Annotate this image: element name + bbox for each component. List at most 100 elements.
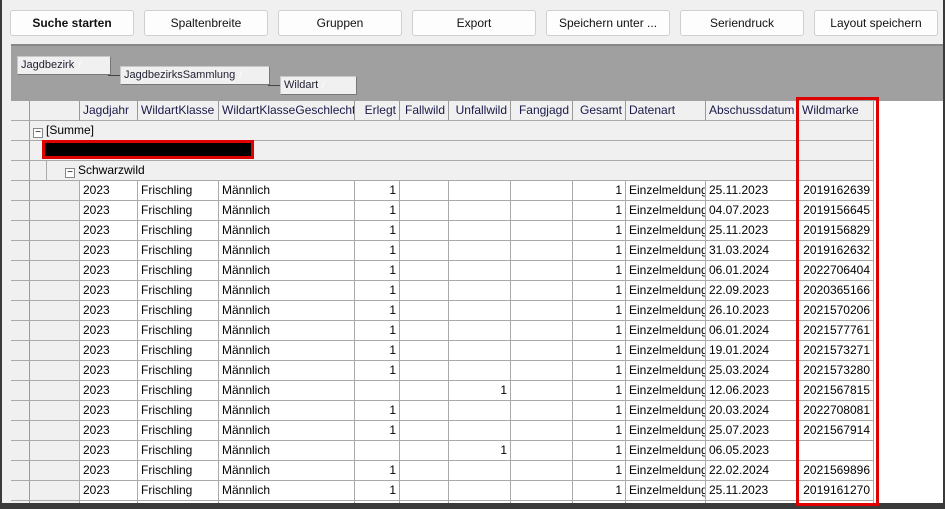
table-cell-fallwild[interactable]: [400, 221, 449, 241]
table-cell-abschussdatum[interactable]: 06.01.2024: [706, 261, 799, 281]
table-cell-wildmarke[interactable]: 2021567914: [799, 421, 874, 441]
table-cell-abschussdatum[interactable]: 14.06.2023: [706, 501, 799, 503]
table-cell-unfallwild[interactable]: 1: [449, 501, 511, 503]
table-cell-datenart[interactable]: Einzelmeldung: [626, 421, 706, 441]
table-cell-fangjagd[interactable]: [511, 481, 573, 501]
table-cell-datenart[interactable]: Einzelmeldung: [626, 461, 706, 481]
table-cell-fangjagd[interactable]: [511, 321, 573, 341]
row-selector[interactable]: [11, 221, 30, 241]
table-cell-erlegt[interactable]: 1: [355, 221, 400, 241]
table-cell-fangjagd[interactable]: [511, 441, 573, 461]
table-cell-fangjagd[interactable]: [511, 361, 573, 381]
table-cell-jagdjahr[interactable]: 2023: [80, 441, 138, 461]
table-cell-erlegt[interactable]: [355, 381, 400, 401]
table-cell-abschussdatum[interactable]: 31.03.2024: [706, 241, 799, 261]
table-cell-abschussdatum[interactable]: 04.07.2023: [706, 201, 799, 221]
table-cell-gesamt[interactable]: 1: [573, 221, 626, 241]
table-cell-unfallwild[interactable]: [449, 421, 511, 441]
table-cell-fallwild[interactable]: [400, 421, 449, 441]
groups-button[interactable]: Gruppen: [278, 10, 402, 36]
column-header-fallwild[interactable]: Fallwild: [400, 101, 449, 121]
table-cell-jagdjahr[interactable]: 2023: [80, 421, 138, 441]
table-cell-unfallwild[interactable]: [449, 261, 511, 281]
table-cell-abschussdatum[interactable]: 20.03.2024: [706, 401, 799, 421]
table-cell-unfallwild[interactable]: [449, 221, 511, 241]
table-cell-fallwild[interactable]: [400, 241, 449, 261]
table-cell-unfallwild[interactable]: [449, 341, 511, 361]
table-cell-erlegt[interactable]: 1: [355, 261, 400, 281]
table-cell-wildartklassegeschlecht[interactable]: Männlich: [219, 341, 355, 361]
table-cell-fangjagd[interactable]: [511, 201, 573, 221]
table-cell-wildartklassegeschlecht[interactable]: Männlich: [219, 321, 355, 341]
table-cell-erlegt[interactable]: 1: [355, 241, 400, 261]
table-cell-unfallwild[interactable]: [449, 181, 511, 201]
table-cell-erlegt[interactable]: 1: [355, 421, 400, 441]
table-cell-abschussdatum[interactable]: 22.09.2023: [706, 281, 799, 301]
table-cell-datenart[interactable]: Einzelmeldung: [626, 301, 706, 321]
row-selector[interactable]: [11, 141, 30, 161]
table-cell-fallwild[interactable]: [400, 401, 449, 421]
table-cell-unfallwild[interactable]: [449, 401, 511, 421]
table-cell-fallwild[interactable]: [400, 381, 449, 401]
table-cell-datenart[interactable]: Einzelmeldung: [626, 181, 706, 201]
row-selector[interactable]: [11, 321, 30, 341]
table-cell-datenart[interactable]: Einzelmeldung: [626, 341, 706, 361]
table-cell-wildartklasse[interactable]: Frischling: [138, 281, 219, 301]
table-cell-gesamt[interactable]: 1: [573, 481, 626, 501]
table-cell-wildmarke[interactable]: 2019156645: [799, 201, 874, 221]
table-cell-wildmarke[interactable]: [799, 501, 874, 503]
search-button[interactable]: Suche starten: [10, 10, 134, 36]
table-cell-wildartklasse[interactable]: Frischling: [138, 181, 219, 201]
table-cell-gesamt[interactable]: 1: [573, 461, 626, 481]
table-cell-unfallwild[interactable]: [449, 241, 511, 261]
table-cell-jagdjahr[interactable]: 2023: [80, 361, 138, 381]
table-cell-wildartklasse[interactable]: Frischling: [138, 501, 219, 503]
group-chip-jagdbezirk[interactable]: Jagdbezirk /: [17, 56, 111, 75]
table-cell-abschussdatum[interactable]: 25.11.2023: [706, 481, 799, 501]
table-cell-wildartklasse[interactable]: Frischling: [138, 421, 219, 441]
table-cell-fallwild[interactable]: [400, 281, 449, 301]
table-cell-unfallwild[interactable]: [449, 301, 511, 321]
table-cell-datenart[interactable]: Einzelmeldung: [626, 261, 706, 281]
table-cell-abschussdatum[interactable]: 25.11.2023: [706, 181, 799, 201]
table-cell-wildartklassegeschlecht[interactable]: Männlich: [219, 401, 355, 421]
table-cell-abschussdatum[interactable]: 19.01.2024: [706, 341, 799, 361]
table-cell-wildartklasse[interactable]: Frischling: [138, 461, 219, 481]
table-cell-unfallwild[interactable]: 1: [449, 441, 511, 461]
table-cell-wildmarke[interactable]: 2021577761: [799, 321, 874, 341]
table-cell-fallwild[interactable]: [400, 361, 449, 381]
table-cell-datenart[interactable]: Einzelmeldung: [626, 481, 706, 501]
column-width-button[interactable]: Spaltenbreite: [144, 10, 268, 36]
table-cell-unfallwild[interactable]: [449, 201, 511, 221]
table-cell-wildmarke[interactable]: 2021569896: [799, 461, 874, 481]
row-selector[interactable]: [11, 401, 30, 421]
table-cell-wildartklassegeschlecht[interactable]: Männlich: [219, 261, 355, 281]
table-cell-jagdjahr[interactable]: 2023: [80, 241, 138, 261]
table-cell-fallwild[interactable]: [400, 301, 449, 321]
row-selector[interactable]: [11, 341, 30, 361]
table-cell-wildartklassegeschlecht[interactable]: Männlich: [219, 421, 355, 441]
table-cell-wildmarke[interactable]: 2021573271: [799, 341, 874, 361]
table-cell-gesamt[interactable]: 1: [573, 261, 626, 281]
table-cell-fallwild[interactable]: [400, 181, 449, 201]
table-cell-fallwild[interactable]: [400, 461, 449, 481]
table-cell-erlegt[interactable]: 1: [355, 361, 400, 381]
table-cell-fallwild[interactable]: [400, 201, 449, 221]
table-cell-jagdjahr[interactable]: 2023: [80, 381, 138, 401]
table-cell-jagdjahr[interactable]: 2023: [80, 181, 138, 201]
save-as-button[interactable]: Speichern unter ...: [546, 10, 670, 36]
table-cell-abschussdatum[interactable]: 25.07.2023: [706, 421, 799, 441]
table-cell-wildmarke[interactable]: 2021573280: [799, 361, 874, 381]
row-selector[interactable]: [11, 441, 30, 461]
row-selector[interactable]: [11, 421, 30, 441]
table-cell-wildmarke[interactable]: 2022708081: [799, 401, 874, 421]
table-cell-wildartklassegeschlecht[interactable]: Männlich: [219, 241, 355, 261]
column-header-fangjagd[interactable]: Fangjagd: [511, 101, 573, 121]
table-cell-fallwild[interactable]: [400, 501, 449, 503]
table-cell-jagdjahr[interactable]: 2023: [80, 341, 138, 361]
table-cell-jagdjahr[interactable]: 2023: [80, 401, 138, 421]
table-cell-jagdjahr[interactable]: 2023: [80, 461, 138, 481]
table-cell-fallwild[interactable]: [400, 321, 449, 341]
table-cell-datenart[interactable]: Einzelmeldung: [626, 221, 706, 241]
table-cell-gesamt[interactable]: 1: [573, 181, 626, 201]
